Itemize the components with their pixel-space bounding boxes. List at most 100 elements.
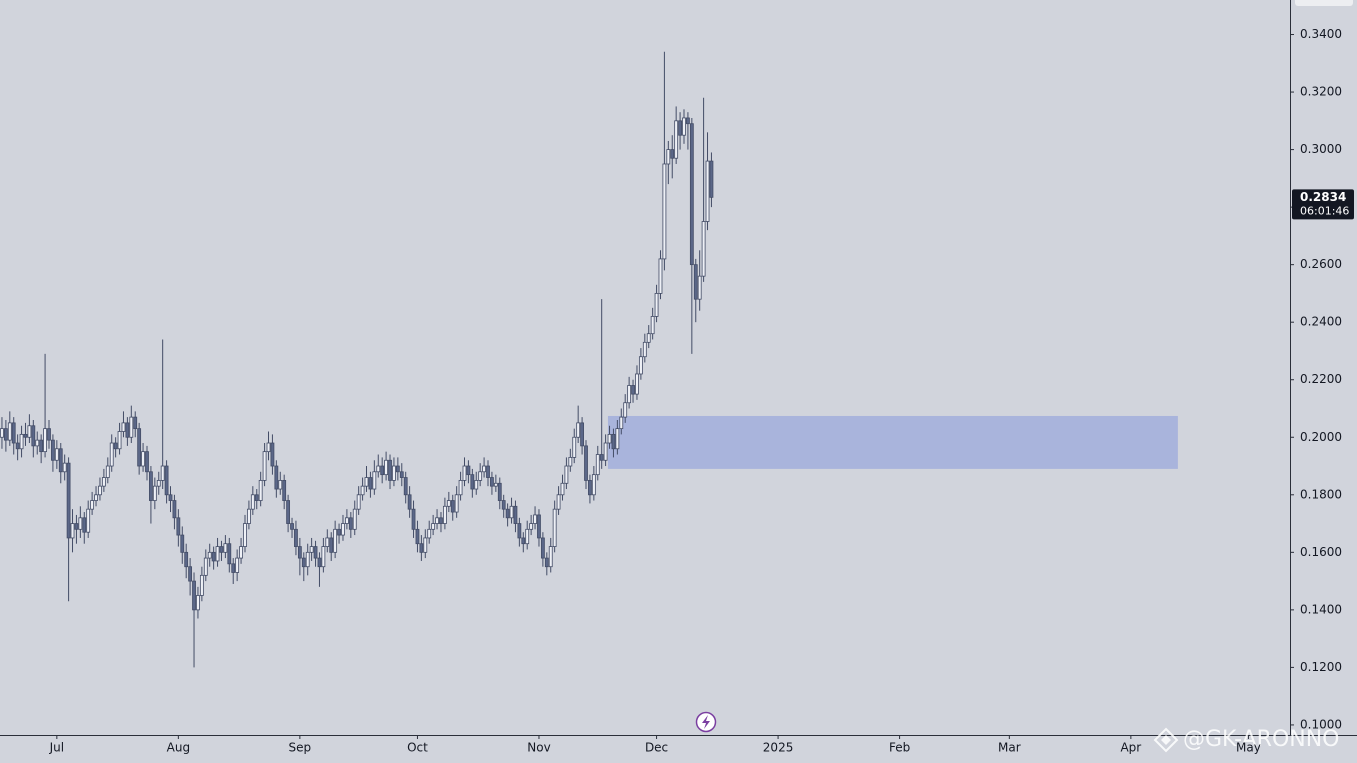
- candle-body: [129, 416, 134, 438]
- candle-body: [505, 508, 510, 519]
- candle-body: [345, 517, 349, 524]
- candle-body: [580, 422, 584, 447]
- x-tick-label: Nov: [527, 741, 550, 755]
- candle-body: [478, 471, 483, 481]
- candle-body: [540, 537, 545, 559]
- candle-body: [509, 505, 514, 519]
- candle-body: [317, 557, 322, 568]
- candle-body: [313, 546, 318, 559]
- candle-body: [11, 422, 16, 444]
- candle-body: [156, 480, 161, 487]
- candle-body: [297, 546, 302, 559]
- candle-body: [482, 465, 486, 473]
- candle-body: [560, 482, 565, 496]
- y-tick-label: 0.3400: [1300, 27, 1342, 41]
- x-tick-label: 2025: [763, 741, 794, 755]
- x-tick-label: Dec: [645, 741, 668, 755]
- candle-body: [23, 433, 28, 438]
- candle-body: [439, 517, 443, 524]
- candle-body: [215, 546, 220, 562]
- y-tick-label: 0.1000: [1300, 717, 1342, 731]
- candle-body: [282, 480, 287, 501]
- candle-body: [62, 462, 67, 473]
- candle-body: [584, 445, 588, 481]
- candle-body: [611, 433, 616, 450]
- candle-body: [450, 500, 455, 513]
- candle-body: [458, 480, 463, 496]
- candle-body: [203, 557, 208, 576]
- candle-body: [199, 574, 204, 596]
- candle-body: [27, 425, 32, 438]
- candle-body: [47, 428, 51, 441]
- candle-body: [364, 477, 369, 487]
- candle-body: [227, 543, 232, 565]
- zone: [607, 415, 1178, 469]
- candle-body: [591, 474, 596, 496]
- candle-body: [423, 537, 428, 553]
- candle-body: [141, 451, 145, 467]
- logo-diamond: [1153, 727, 1179, 753]
- candle-body: [697, 275, 702, 300]
- candle-body: [564, 465, 569, 484]
- candle-body: [121, 422, 126, 432]
- candle-body: [325, 537, 330, 547]
- candle-body: [152, 485, 157, 501]
- candle-body: [133, 416, 138, 430]
- candle-body: [497, 482, 502, 501]
- candle-body: [674, 120, 679, 159]
- candle-body: [623, 402, 628, 418]
- candle-body: [78, 517, 83, 530]
- candle-body: [631, 385, 635, 395]
- last-price-label: 0.2834: [1300, 190, 1346, 204]
- y-tick-label: 0.3200: [1300, 85, 1342, 99]
- candle-body: [474, 480, 479, 490]
- candle-body: [294, 528, 298, 547]
- candle-body: [419, 543, 424, 553]
- countdown-label: 06:01:46: [1300, 204, 1349, 217]
- candle-body: [533, 514, 537, 524]
- candle-body: [223, 543, 228, 553]
- candle-body: [266, 442, 271, 453]
- candle-body: [82, 517, 87, 533]
- candle-body: [556, 494, 561, 510]
- candle-body: [709, 160, 714, 198]
- candle-body: [537, 514, 541, 539]
- x-tick-label: Feb: [889, 741, 910, 755]
- candle-body: [168, 494, 173, 501]
- candle-body: [352, 508, 357, 530]
- candle-body: [19, 433, 24, 450]
- candle-body: [435, 517, 439, 524]
- y-tick-label: 0.1800: [1300, 487, 1342, 501]
- candle-body: [258, 480, 263, 501]
- candle-body: [3, 428, 8, 441]
- candle-body: [196, 595, 200, 611]
- settings-button[interactable]: [1295, 0, 1353, 6]
- candle-body: [689, 123, 694, 266]
- candle-body: [247, 508, 251, 524]
- candle-body: [513, 505, 518, 524]
- candle-body: [650, 316, 655, 335]
- candle-body: [341, 523, 345, 536]
- candle-body: [431, 523, 436, 530]
- candle-body: [278, 480, 283, 490]
- candle-body: [219, 546, 224, 553]
- candle-body: [427, 528, 432, 539]
- candle-body: [207, 551, 212, 559]
- candle-body: [568, 456, 573, 467]
- candle-body: [372, 471, 377, 490]
- candle-body: [588, 480, 592, 496]
- x-tick-label: Aug: [167, 741, 190, 755]
- candle-body: [595, 454, 600, 476]
- y-tick-label: 0.2000: [1300, 430, 1342, 444]
- candle-body: [337, 528, 341, 536]
- candle-body: [501, 500, 506, 510]
- y-tick-label: 0.2600: [1300, 257, 1342, 271]
- candle-body: [86, 508, 91, 533]
- candle-body: [117, 431, 122, 450]
- candle-body: [454, 494, 459, 513]
- event-icon[interactable]: [695, 711, 717, 733]
- candle-body: [399, 471, 404, 478]
